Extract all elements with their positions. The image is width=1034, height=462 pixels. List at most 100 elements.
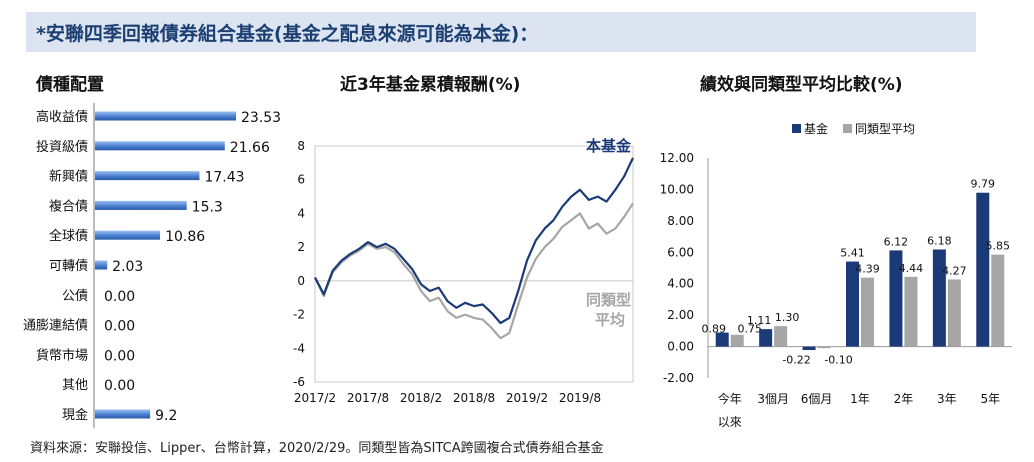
return-y-tick-label: 4 bbox=[297, 206, 305, 220]
performance-chart-title: 績效與同類型平均比較(%) bbox=[700, 75, 903, 95]
performance-y-tick-label: 6.00 bbox=[667, 245, 694, 259]
allocation-bar bbox=[95, 200, 187, 210]
fund-performance-bar bbox=[889, 250, 903, 347]
performance-comparison-chart: 基金 同類型平均 12.00 10.00 8.00 6.00 4.00 2.00 0.00 -2.… bbox=[660, 121, 1012, 429]
return-plot-frame bbox=[314, 145, 634, 383]
peer-performance-bar bbox=[730, 334, 744, 347]
fund-performance-value-label: 1.11 bbox=[747, 314, 772, 327]
peer-performance-bar bbox=[991, 254, 1005, 347]
peer-return-line bbox=[314, 202, 634, 340]
allocation-category-label: 現金 bbox=[62, 407, 88, 423]
fund-performance-value-label: 6.18 bbox=[927, 234, 952, 247]
fund-performance-value-label: 9.79 bbox=[971, 178, 996, 191]
allocation-value-label: 9.2 bbox=[155, 408, 177, 424]
performance-category-label: 6個月 bbox=[801, 392, 833, 406]
return-x-tick-label: 2018/8 bbox=[453, 391, 495, 405]
allocation-value-label: 0.00 bbox=[104, 289, 135, 305]
peer-line-label-1: 同類型 bbox=[586, 291, 631, 309]
performance-y-tick-label: 8.00 bbox=[667, 214, 694, 228]
allocation-category-label: 全球債 bbox=[49, 228, 88, 244]
fund-performance-value-label: 6.12 bbox=[884, 235, 909, 248]
performance-category-label: 5年 bbox=[980, 392, 1000, 406]
allocation-bar bbox=[95, 111, 236, 121]
performance-category-label: 1年 bbox=[850, 392, 870, 406]
allocation-value-label: 0.00 bbox=[104, 319, 135, 335]
performance-y-tick-label: 12.00 bbox=[660, 151, 694, 165]
peer-performance-bar bbox=[817, 346, 831, 349]
fund-performance-value-label: -0.22 bbox=[782, 354, 810, 367]
allocation-value-label: 2.03 bbox=[112, 259, 143, 275]
legend-fund-label: 基金 bbox=[804, 121, 828, 136]
allocation-value-label: 15.3 bbox=[192, 199, 223, 215]
allocation-value-label: 21.66 bbox=[230, 140, 270, 156]
banner-title: *安聯四季回報債券組合基金(基金之配息來源可能為本金)： bbox=[36, 23, 539, 45]
fund-line-label: 本基金 bbox=[586, 137, 632, 155]
fund-performance-value-label: 5.41 bbox=[840, 247, 865, 260]
return-y-tick-label: 2 bbox=[297, 240, 305, 254]
header-banner: *安聯四季回報債券組合基金(基金之配息來源可能為本金)： bbox=[26, 12, 976, 52]
fund-performance-bar bbox=[802, 346, 816, 351]
cumulative-return-chart: 8 6 4 2 0 -2 -4 -6 2017/2 2017/8 2018/2 2018/8 2019/… bbox=[293, 137, 634, 405]
allocation-value-label: 23.53 bbox=[241, 110, 281, 126]
peer-performance-bar bbox=[904, 276, 918, 347]
allocation-bar bbox=[95, 409, 151, 419]
peer-performance-bar bbox=[861, 277, 874, 347]
allocation-bar bbox=[95, 260, 108, 270]
allocation-category-label: 高收益債 bbox=[36, 109, 88, 125]
performance-category-label: 3年 bbox=[937, 392, 957, 406]
legend-peer-swatch bbox=[843, 124, 852, 133]
return-y-tick-label: 8 bbox=[297, 139, 305, 153]
allocation-category-label: 可轉債 bbox=[49, 259, 88, 274]
return-x-tick-label: 2017/8 bbox=[347, 391, 389, 405]
legend-fund-swatch bbox=[792, 124, 801, 133]
performance-category-label: 今年 bbox=[718, 391, 742, 406]
allocation-chart-title: 債種配置 bbox=[36, 75, 104, 95]
peer-performance-value-label: 4.44 bbox=[899, 262, 924, 275]
return-chart-title: 近3年基金累積報酬(%) bbox=[340, 75, 521, 95]
peer-line-label-2: 平均 bbox=[595, 311, 625, 329]
allocation-bar bbox=[95, 171, 200, 181]
return-x-tick-label: 2018/2 bbox=[400, 391, 442, 405]
allocation-chart: 高收益債 23.53 投資級債 21.66 新興債 17.43 複合債 15.3 全球債 10.8… bbox=[23, 103, 281, 428]
allocation-value-label: 0.00 bbox=[104, 378, 135, 394]
fund-performance-bar bbox=[932, 249, 946, 347]
peer-performance-value-label: 4.39 bbox=[855, 263, 880, 276]
performance-y-tick-label: 10.00 bbox=[660, 182, 694, 196]
performance-category-label-line2: 以來 bbox=[718, 415, 742, 429]
allocation-bar bbox=[95, 230, 161, 240]
return-x-tick-label: 2019/2 bbox=[506, 391, 548, 405]
fund-performance-bar bbox=[846, 261, 859, 347]
allocation-category-label: 複合債 bbox=[49, 198, 88, 214]
fund-return-line bbox=[314, 157, 634, 325]
peer-performance-value-label: 0.75 bbox=[737, 323, 762, 336]
return-y-tick-label: -6 bbox=[293, 375, 305, 389]
fund-performance-bar bbox=[759, 329, 773, 347]
performance-y-tick-label: -2.00 bbox=[663, 371, 694, 385]
return-y-tick-label: 6 bbox=[297, 173, 305, 187]
peer-performance-bar bbox=[947, 279, 961, 347]
allocation-category-label: 貨幣市場 bbox=[36, 347, 88, 363]
allocation-value-label: 10.86 bbox=[165, 229, 205, 245]
fund-performance-bar bbox=[715, 332, 729, 347]
performance-y-tick-label: 4.00 bbox=[667, 277, 694, 291]
peer-performance-value-label: -0.10 bbox=[824, 354, 852, 367]
fund-performance-bar bbox=[976, 192, 990, 347]
legend-peer-label: 同類型平均 bbox=[855, 122, 915, 136]
peer-performance-value-label: 1.30 bbox=[775, 311, 800, 324]
return-y-tick-label: 0 bbox=[297, 274, 305, 288]
performance-category-label: 3個月 bbox=[757, 392, 789, 406]
allocation-value-label: 17.43 bbox=[204, 170, 244, 186]
return-x-tick-label: 2019/8 bbox=[559, 391, 601, 405]
return-y-tick-label: -4 bbox=[293, 341, 305, 355]
allocation-category-label: 投資級債 bbox=[36, 139, 88, 155]
performance-y-tick-label: 0.00 bbox=[667, 340, 694, 354]
peer-performance-value-label: 5.85 bbox=[986, 240, 1011, 253]
return-x-tick-label: 2017/2 bbox=[294, 391, 336, 405]
allocation-category-label: 公債 bbox=[62, 289, 88, 304]
allocation-bar bbox=[95, 141, 225, 151]
performance-category-label: 2年 bbox=[894, 392, 914, 406]
allocation-category-label: 通膨連結債 bbox=[23, 319, 88, 334]
fund-performance-value-label: 0.89 bbox=[701, 323, 726, 336]
source-note: 資料來源：安聯投信、Lipper、台幣計算，2020/2/29。同類型皆為SIT… bbox=[30, 441, 604, 456]
allocation-category-label: 其他 bbox=[62, 378, 88, 393]
